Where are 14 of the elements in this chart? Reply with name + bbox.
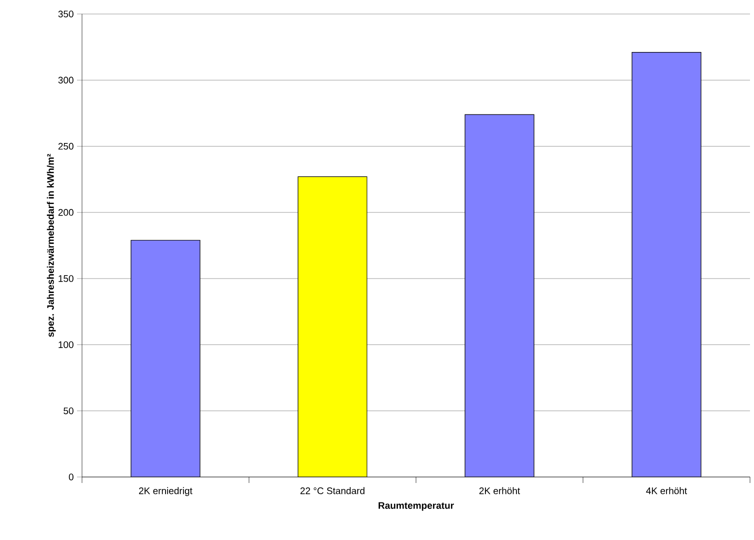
x-axis-title: Raumtemperatur (378, 502, 454, 511)
y-tick-label: 200 (58, 209, 74, 216)
x-tick-label: 4K erhöht (646, 487, 688, 494)
y-tick-label: 50 (64, 407, 74, 414)
y-axis-title: spez. Jahresheizwärmebedarf in kWh/m² (46, 154, 56, 337)
y-tick-label: 300 (58, 76, 74, 84)
x-tick-label: 2K erhöht (479, 487, 520, 494)
y-tick-label: 0 (68, 474, 74, 480)
y-tick-label: 350 (58, 10, 74, 18)
y-tick-label: 100 (58, 341, 74, 348)
x-tick-label: 22 °C Standard (300, 487, 364, 494)
x-tick-label: 2K erniedrigt (139, 487, 192, 496)
y-tick-label: 250 (58, 142, 74, 150)
y-tick-label: 150 (58, 275, 74, 282)
